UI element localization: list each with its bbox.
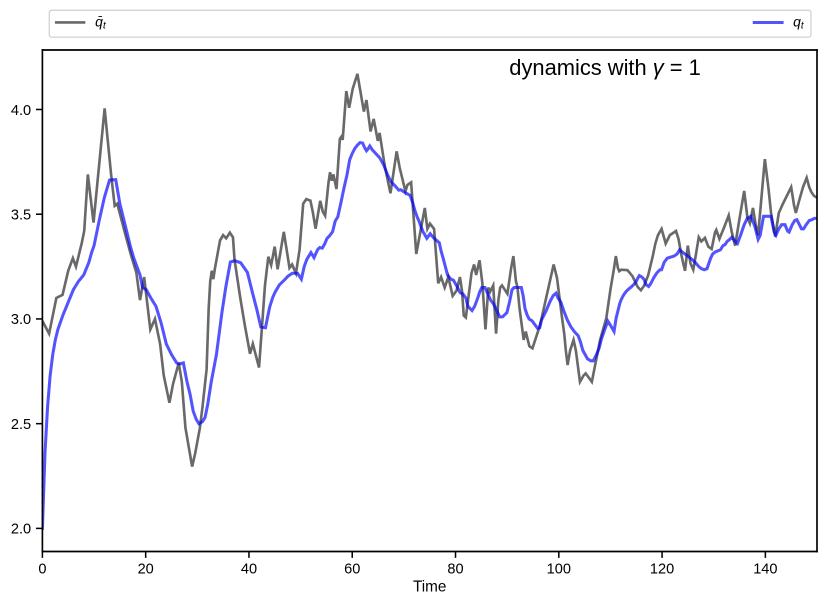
- svg-text:120: 120: [650, 561, 674, 577]
- svg-text:140: 140: [753, 561, 777, 577]
- svg-text:3.0: 3.0: [11, 312, 31, 328]
- svg-text:40: 40: [241, 561, 257, 577]
- svg-text:2.0: 2.0: [11, 522, 31, 538]
- svg-text:q t: q t: [793, 6, 807, 31]
- svg-text:100: 100: [547, 561, 571, 577]
- svg-text:3.5: 3.5: [11, 207, 31, 223]
- svg-text:80: 80: [447, 561, 463, 577]
- svg-text:d y n a: d y n a m i c s w i t h = 1 γ: [509, 55, 707, 80]
- svg-text:4.0: 4.0: [11, 103, 31, 119]
- svg-text:0: 0: [38, 561, 46, 577]
- svg-text:Time: Time: [413, 579, 446, 596]
- svg-text:60: 60: [344, 561, 360, 577]
- svg-text:2.5: 2.5: [11, 417, 31, 433]
- svg-text:20: 20: [138, 561, 154, 577]
- svg-text:̄ q t: ̄ q t: [95, 5, 109, 31]
